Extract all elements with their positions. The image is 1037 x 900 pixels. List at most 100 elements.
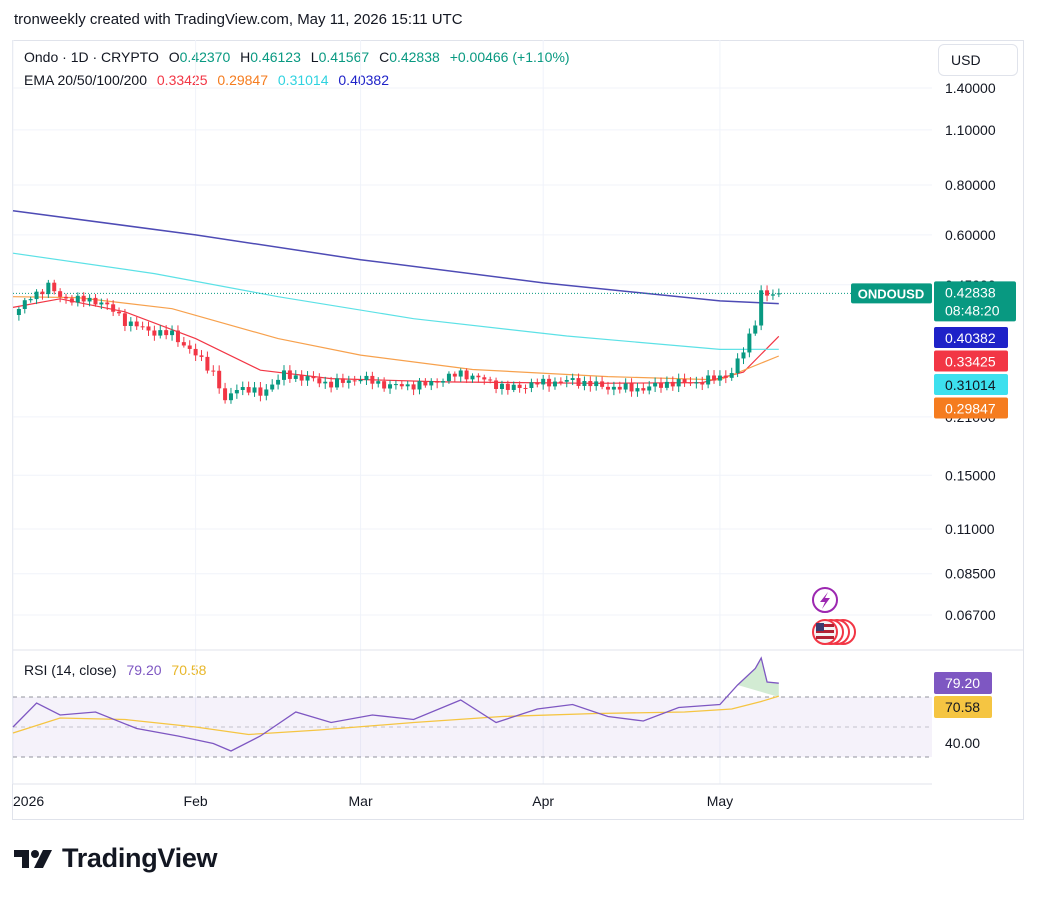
- candle-body: [706, 375, 711, 385]
- candle-body: [547, 378, 552, 387]
- candle-body: [423, 381, 428, 386]
- candle-body: [87, 297, 92, 302]
- candle-body: [34, 291, 39, 300]
- candle-body: [58, 291, 63, 297]
- candle-body: [122, 313, 127, 326]
- open-label: O: [168, 49, 180, 65]
- candle-body: [335, 378, 340, 388]
- ema200-value: 0.40382: [338, 72, 389, 88]
- high-value: 0.46123: [250, 49, 301, 65]
- symbol-label[interactable]: Ondo · 1D · CRYPTO: [24, 49, 159, 65]
- candle-body: [564, 379, 569, 382]
- rsi-ma-value: 70.58: [171, 662, 207, 678]
- ema-badge-value: 0.31014: [945, 377, 996, 393]
- ema-badge: [934, 374, 1008, 395]
- rsi-label[interactable]: RSI (14, close): [24, 662, 117, 678]
- candle-body: [552, 381, 557, 387]
- candle-body: [111, 304, 116, 312]
- candle-body: [382, 381, 387, 389]
- candle-body: [93, 297, 98, 305]
- last-price-badge: [934, 281, 1016, 322]
- candle-body: [635, 388, 640, 392]
- y-tick-label: 1.40000: [945, 80, 996, 96]
- candle-body: [352, 380, 357, 382]
- y-tick-label: 0.06700: [945, 607, 996, 623]
- candle-body: [735, 358, 740, 374]
- candle-body: [181, 342, 186, 346]
- candle-body: [340, 378, 345, 383]
- candle-body: [770, 294, 775, 296]
- events-icon[interactable]: [812, 587, 838, 613]
- chart-caption: tronweekly created with TradingView.com,…: [14, 11, 463, 28]
- candle-body: [264, 389, 269, 396]
- y-tick-label: 0.80000: [945, 177, 996, 193]
- candle-body: [429, 381, 434, 386]
- candle-body: [723, 375, 728, 378]
- candle-body: [558, 381, 563, 383]
- candle-body: [753, 325, 758, 334]
- rsi-legend: RSI (14, close) 79.20 70.58: [24, 662, 212, 678]
- candle-body: [623, 383, 628, 390]
- candle-body: [670, 381, 675, 387]
- ema20-line: [12, 298, 780, 384]
- candle-body: [311, 376, 316, 379]
- candle-body: [99, 302, 104, 305]
- candle-body: [647, 386, 652, 391]
- x-tick-label: Apr: [532, 793, 554, 809]
- candle-body: [329, 381, 334, 388]
- ema100-value: 0.31014: [277, 72, 329, 88]
- candle-body: [470, 375, 475, 380]
- ema20-value: 0.33425: [156, 72, 208, 88]
- candle-body: [223, 388, 228, 401]
- ema50-value: 0.29847: [217, 72, 268, 88]
- candle-body: [653, 382, 658, 387]
- candle-body: [40, 291, 45, 295]
- x-tick-label: Feb: [184, 793, 208, 809]
- candle-body: [759, 290, 764, 326]
- ema50-line: [12, 296, 780, 381]
- candle-body: [682, 379, 687, 383]
- ema-badge: [934, 397, 1008, 419]
- candle-body: [694, 382, 699, 384]
- candle-body: [741, 352, 746, 359]
- candle-body: [541, 378, 546, 385]
- candle-body: [664, 381, 669, 388]
- ema200-line: [12, 209, 779, 305]
- currency-button[interactable]: USD: [938, 44, 1018, 76]
- candle-body: [81, 295, 86, 302]
- candle-body: [476, 375, 481, 378]
- candle-body: [712, 375, 717, 381]
- candle-body: [252, 387, 257, 393]
- candle-body: [276, 379, 281, 385]
- ohlc-legend: Ondo · 1D · CRYPTO O0.42370 H0.46123 L0.…: [24, 49, 576, 65]
- ema100-line: [12, 252, 779, 351]
- candle-body: [199, 355, 204, 357]
- y-tick-label: 0.11000: [945, 521, 995, 537]
- candle-body: [164, 330, 169, 336]
- candle-body: [659, 382, 664, 388]
- candle-body: [717, 375, 722, 381]
- candle-body: [158, 330, 163, 336]
- us-economic-events-icon[interactable]: [812, 619, 856, 645]
- candle-body: [16, 309, 21, 316]
- candle-body: [234, 390, 239, 394]
- candle-body: [281, 370, 286, 380]
- candle-body: [240, 387, 245, 391]
- candle-body: [64, 296, 69, 299]
- candle-body: [600, 381, 605, 387]
- candle-body: [405, 384, 410, 387]
- candle-body: [576, 378, 581, 386]
- candle-body: [535, 382, 540, 385]
- ema-label[interactable]: EMA 20/50/100/200: [24, 72, 147, 88]
- last-price-value: 0.42838: [945, 284, 996, 300]
- ema-badge: [934, 327, 1008, 348]
- candle-body: [494, 380, 499, 390]
- candle-body: [399, 384, 404, 387]
- candle-body: [594, 381, 599, 387]
- rsi-value: 79.20: [126, 662, 162, 678]
- countdown-label: 08:48:20: [945, 302, 1000, 318]
- close-value: 0.42838: [389, 49, 440, 65]
- y-tick-label: 0.15000: [945, 467, 996, 483]
- candle-body: [134, 321, 139, 327]
- candle-body: [187, 345, 192, 349]
